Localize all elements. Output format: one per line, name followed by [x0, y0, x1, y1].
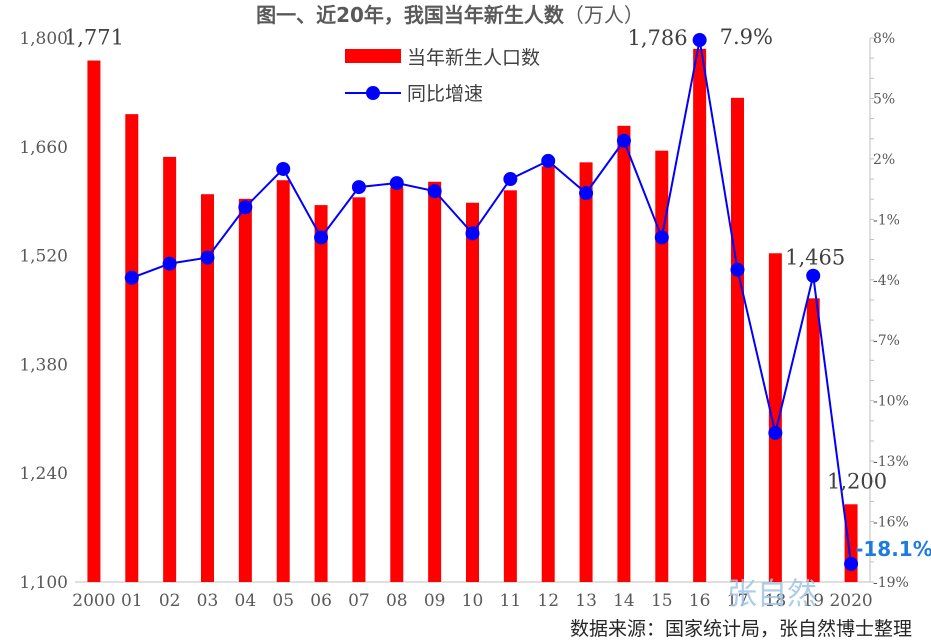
data-label: 1,200 — [827, 469, 887, 493]
bar-13 — [579, 162, 593, 583]
bar-17 — [731, 97, 744, 582]
x-tick-label: 13 — [575, 591, 597, 611]
left-axis-ticks: 1,100 1,240 1,380 1,520 1,660 1,800 — [19, 29, 68, 593]
right-tick-label: -7% — [873, 333, 900, 349]
x-tick-label: 11 — [500, 591, 522, 611]
legend-bar-swatch — [345, 49, 401, 63]
bar-08 — [390, 187, 404, 582]
bar-14 — [617, 125, 631, 583]
bar-19 — [806, 298, 820, 582]
right-tick-label: -1% — [873, 212, 900, 228]
growth-point-15 — [654, 230, 669, 245]
x-tick-label: 2020 — [829, 591, 872, 611]
x-tick-label: 04 — [235, 591, 257, 611]
bar-09 — [428, 181, 442, 582]
left-tick-label: 1,380 — [19, 355, 68, 375]
growth-point-03 — [200, 250, 215, 265]
growth-point-13 — [579, 186, 594, 201]
line-series — [124, 33, 859, 571]
x-tick-label: 12 — [537, 591, 559, 611]
bar-01 — [125, 114, 139, 582]
growth-point-16 — [692, 33, 707, 48]
left-tick-label: 1,240 — [19, 464, 68, 484]
bar-12 — [541, 166, 555, 582]
growth-point-14 — [616, 133, 631, 148]
source-note: 数据来源：国家统计局，张自然博士整理 — [570, 618, 912, 640]
legend-line-marker — [366, 86, 380, 100]
legend-bar-label: 当年新生人口数 — [407, 47, 540, 69]
x-tick-label: 16 — [689, 591, 711, 611]
legend: 当年新生人口数 同比增速 — [345, 47, 540, 105]
data-label: -18.1% — [855, 537, 931, 561]
growth-point-09 — [427, 184, 442, 199]
growth-point-01 — [124, 270, 139, 285]
left-tick-label: 1,800 — [19, 29, 68, 49]
growth-point-10 — [465, 226, 480, 241]
right-tick-label: 2% — [873, 152, 895, 168]
legend-line-label: 同比增速 — [407, 83, 483, 105]
bar-10 — [466, 202, 479, 583]
growth-point-19 — [806, 268, 821, 283]
bar-04 — [238, 198, 252, 582]
x-tick-label: 2000 — [72, 591, 115, 611]
bar-11 — [503, 190, 517, 582]
bar-05 — [276, 180, 290, 582]
right-tick-label: -4% — [873, 273, 900, 289]
right-tick-label: -19% — [873, 575, 909, 591]
x-tick-label: 07 — [348, 591, 370, 611]
growth-point-05 — [276, 161, 291, 176]
bar-03 — [201, 194, 214, 582]
growth-point-12 — [541, 153, 556, 168]
data-labels: 1,771 1,786 7.9% 1,465 1,200 -18.1% — [64, 25, 931, 561]
right-tick-label: -10% — [873, 394, 909, 410]
growth-point-07 — [351, 180, 366, 195]
watermark: 张自然 — [727, 577, 817, 612]
x-tick-label: 01 — [121, 591, 143, 611]
x-tick-label: 19 — [802, 591, 824, 611]
bar-15 — [655, 150, 669, 582]
growth-point-17 — [730, 262, 745, 277]
bar-02 — [163, 156, 177, 582]
x-tick-label: 17 — [727, 591, 749, 611]
x-tick-label: 15 — [651, 591, 673, 611]
right-tick-label: 8% — [873, 31, 895, 47]
bar-2000 — [87, 60, 101, 582]
growth-point-18 — [768, 425, 783, 440]
x-tick-label: 06 — [310, 591, 332, 611]
left-tick-label: 1,100 — [19, 573, 68, 593]
growth-point-04 — [238, 200, 253, 215]
right-tick-label: -16% — [873, 515, 909, 531]
x-tick-label: 08 — [386, 591, 408, 611]
right-tick-label: 5% — [873, 91, 895, 107]
growth-point-2020 — [844, 556, 859, 571]
bar-18 — [768, 253, 782, 583]
x-tick-label: 03 — [197, 591, 219, 611]
x-tick-label: 02 — [159, 591, 181, 611]
data-label: 7.9% — [720, 25, 773, 49]
x-tick-label: 09 — [424, 591, 446, 611]
data-label: 1,771 — [64, 26, 124, 50]
x-axis-ticks: 2000 01 02 03 04 05 06 07 08 09 10 11 12 13 14 15 16 17 18… — [72, 591, 872, 611]
growth-point-11 — [503, 172, 518, 187]
right-axis-ticks: -19% -16% -13% -10% -7% -4% -1% 2% 5% 8% — [870, 31, 909, 591]
growth-point-08 — [389, 176, 404, 191]
bar-07 — [352, 197, 366, 583]
growth-point-02 — [162, 256, 177, 271]
left-tick-label: 1,520 — [19, 247, 68, 267]
growth-line — [131, 39, 853, 564]
right-tick-label: -13% — [873, 454, 909, 470]
data-label: 1,786 — [628, 26, 688, 50]
x-tick-label: 05 — [272, 591, 294, 611]
x-tick-label: 14 — [613, 591, 635, 611]
growth-point-06 — [314, 230, 329, 245]
bar-series — [87, 48, 858, 583]
left-tick-label: 1,660 — [19, 138, 68, 158]
chart-title: 图一、近20年，我国当年新生人数（万人） — [256, 3, 644, 27]
x-tick-label: 18 — [765, 591, 787, 611]
bar-06 — [314, 205, 328, 583]
x-tick-label: 10 — [462, 591, 484, 611]
data-label: 1,465 — [785, 245, 845, 269]
bar-16 — [693, 48, 707, 582]
